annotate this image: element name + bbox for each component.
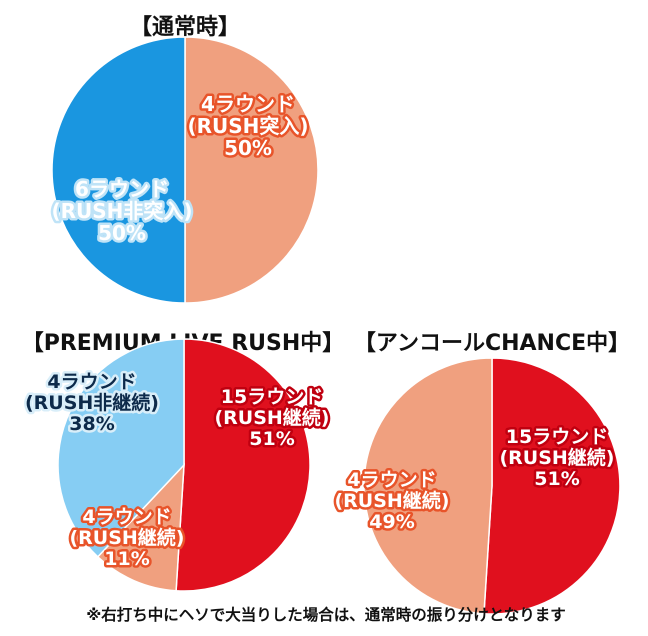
slice-label-line: 38% (69, 413, 114, 435)
pie-slice-0-1 (51, 36, 186, 304)
slice-label-line: 4ラウンド (47, 371, 136, 393)
slice-label-line: 4ラウンド (201, 92, 295, 116)
pie-slice-1-0 (175, 338, 311, 592)
slice-label-line: 4ラウンド (347, 469, 436, 491)
chart-premium-live-rush: 【PREMIUM LIVE RUSH中】 15ラウンド(RUSH継続)51%4ラ… (22, 331, 344, 592)
pie-slice-0-0 (184, 36, 319, 304)
chart-encore-chance: 【アンコールCHANCE中】 15ラウンド(RUSH継続) 51%4ラウンド(RU… (332, 331, 630, 615)
footnote: ※右打ち中にヘソで大当りした場合は、通常時の振り分けとなります (86, 605, 566, 624)
slice-label-line: (RUSH継続) (334, 489, 449, 512)
slice-label-line: 11% (104, 548, 149, 570)
slice-label-line: 51% (534, 468, 579, 490)
slice-label-1-0: 15ラウンド(RUSH継続) 51% (214, 386, 329, 450)
pie-slice-1-1 (96, 462, 185, 592)
slice-label-0-0: 4ラウンド(RUSH突入) 50% (187, 92, 308, 160)
chart-normal: 【通常時】 4ラウンド(RUSH突入) 50%6ラウンド(RUSH非突入) 50% (49, 14, 319, 304)
slice-label-line: 15ラウンド (506, 426, 608, 448)
pie-slice-1-2 (57, 338, 185, 558)
slice-label-line: (RUSH継続) (499, 446, 614, 469)
slice-label-1-1: 4ラウンド(RUSH継続) 11% (69, 506, 184, 570)
slice-label-line: (RUSH非突入) (51, 199, 192, 223)
pie-slice-2-1 (363, 357, 493, 615)
chart-title-normal: 【通常時】 (130, 14, 240, 40)
slice-label-line: 49% (369, 511, 414, 533)
slice-label-line: (RUSH継続) (214, 406, 329, 429)
slice-label-line: (RUSH非継続) (25, 391, 159, 414)
chart-title-encore-chance: 【アンコールCHANCE中】 (354, 331, 630, 356)
slice-label-line: (RUSH突入) (187, 114, 308, 138)
slice-label-0-1: 6ラウンド(RUSH非突入) 50% (51, 177, 192, 245)
slice-label-2-0: 15ラウンド(RUSH継続) 51% (499, 426, 614, 490)
slice-label-2-1: 4ラウンド(RUSH継続) 49% (334, 469, 449, 533)
slice-label-1-2: 4ラウンド(RUSH非継続) 38% (25, 371, 159, 435)
slice-label-line: 50% (224, 136, 272, 160)
slice-label-line: 4ラウンド (82, 506, 171, 528)
slice-label-line: 6ラウンド (75, 177, 169, 201)
slice-label-line: (RUSH継続) (69, 526, 184, 549)
slice-label-line: 15ラウンド (221, 386, 323, 408)
slice-label-line: 51% (249, 428, 294, 450)
slice-label-line: 50% (98, 221, 146, 245)
pie-slice-2-0 (483, 357, 621, 615)
